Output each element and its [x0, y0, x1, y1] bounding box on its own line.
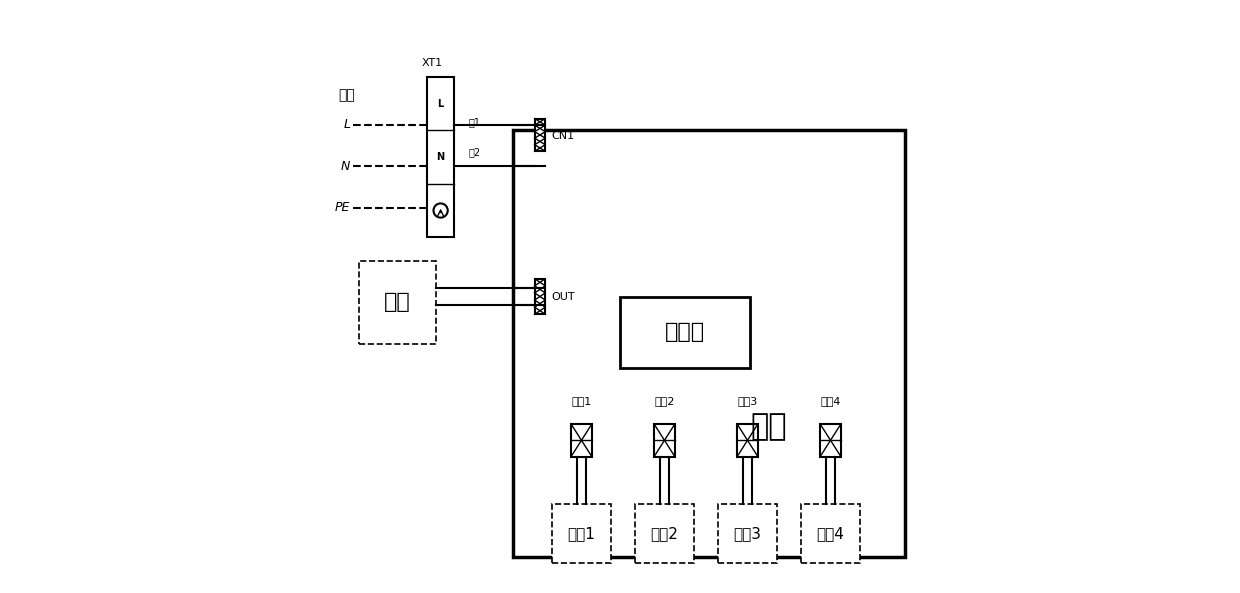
Text: 内机4: 内机4: [817, 526, 844, 541]
Bar: [428, 77, 454, 237]
Bar: [653, 424, 675, 457]
Text: 接口4: 接口4: [821, 396, 841, 406]
Text: 接口2: 接口2: [655, 396, 675, 406]
Bar: [801, 504, 861, 563]
Bar: [534, 119, 546, 151]
Text: OUT: OUT: [552, 292, 575, 301]
Text: PE: PE: [335, 201, 350, 214]
Text: L: L: [343, 118, 350, 131]
Bar: [718, 504, 777, 563]
Text: N: N: [436, 152, 445, 162]
Text: 接口3: 接口3: [738, 396, 758, 406]
Bar: [572, 424, 591, 457]
Text: 内机3: 内机3: [734, 526, 761, 541]
Text: 线1: 线1: [469, 117, 481, 127]
Text: L: L: [438, 99, 444, 109]
Bar: [534, 279, 546, 314]
Text: XT1: XT1: [422, 58, 443, 68]
Text: CN1: CN1: [552, 132, 575, 141]
Text: 电源: 电源: [339, 88, 355, 102]
Text: 外机: 外机: [384, 292, 410, 313]
Bar: [620, 296, 750, 368]
Bar: [635, 504, 694, 563]
Bar: [552, 504, 611, 563]
Bar: [360, 261, 436, 344]
Bar: [513, 130, 905, 557]
Text: 继电器: 继电器: [665, 322, 706, 342]
Text: 内机1: 内机1: [568, 526, 595, 541]
Bar: [737, 424, 758, 457]
Text: 接口1: 接口1: [572, 396, 591, 406]
Bar: [820, 424, 841, 457]
Text: 内机2: 内机2: [651, 526, 678, 541]
Text: 主板: 主板: [750, 413, 786, 441]
Text: 线2: 线2: [469, 147, 481, 157]
Text: N: N: [341, 160, 350, 173]
